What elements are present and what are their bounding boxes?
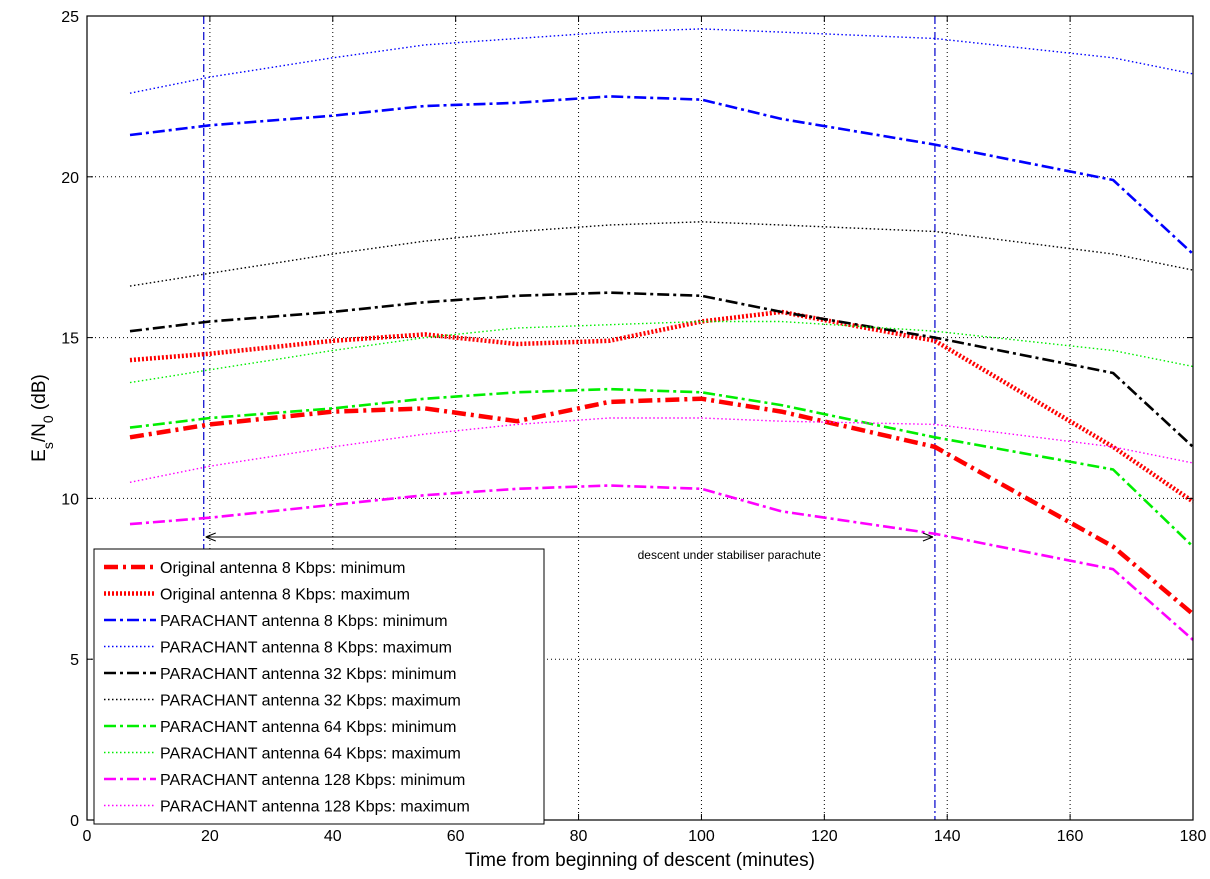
series-line-4 bbox=[129, 28, 1194, 94]
y-tick-label: 15 bbox=[61, 331, 79, 348]
legend-label: PARACHANT antenna 8 Kbps: maximum bbox=[160, 640, 452, 657]
legend-label: PARACHANT antenna 64 Kbps: maximum bbox=[160, 746, 461, 763]
x-tick-label: 100 bbox=[688, 828, 715, 845]
series-line-6 bbox=[129, 221, 1194, 287]
x-tick-label: 140 bbox=[934, 828, 961, 845]
y-tick-label: 5 bbox=[70, 652, 79, 669]
series-line-1 bbox=[129, 396, 1195, 616]
annotation-arrowhead-left bbox=[205, 532, 216, 542]
x-axis-label: Time from beginning of descent (minutes) bbox=[465, 850, 815, 871]
legend-box bbox=[93, 548, 545, 825]
y-axis-label-subscript: s bbox=[40, 442, 56, 449]
series-line-7 bbox=[129, 387, 1194, 548]
x-tick-label: 180 bbox=[1180, 828, 1207, 845]
y-axis-label-subscript: 0 bbox=[40, 415, 56, 423]
x-tick-label: 160 bbox=[1057, 828, 1084, 845]
y-axis-label-part: (dB) bbox=[29, 374, 50, 415]
y-tick-label: 10 bbox=[61, 491, 79, 508]
legend-label: PARACHANT antenna 32 Kbps: minimum bbox=[160, 666, 456, 683]
y-axis-label: Es/N0 (dB) bbox=[29, 374, 56, 462]
series-line-2 bbox=[129, 309, 1195, 504]
series-line-10 bbox=[129, 417, 1194, 483]
x-tick-label: 120 bbox=[811, 828, 838, 845]
legend: Original antenna 8 Kbps: minimum Original… bbox=[93, 548, 545, 825]
legend-label: PARACHANT antenna 32 Kbps: maximum bbox=[160, 693, 461, 710]
legend-label: PARACHANT antenna 64 Kbps: minimum bbox=[160, 719, 456, 736]
legend-label: Original antenna 8 Kbps: minimum bbox=[160, 560, 405, 577]
y-tick-label: 25 bbox=[61, 9, 79, 26]
x-tick-label: 80 bbox=[570, 828, 588, 845]
legend-label: Original antenna 8 Kbps: maximum bbox=[160, 587, 410, 604]
legend-label: PARACHANT antenna 128 Kbps: maximum bbox=[160, 799, 470, 816]
y-tick-label: 0 bbox=[70, 813, 79, 830]
y-axis-label-part: /N bbox=[29, 423, 50, 442]
x-tick-label: 20 bbox=[201, 828, 219, 845]
y-axis-label-part: E bbox=[29, 449, 50, 462]
x-tick-label: 0 bbox=[83, 828, 92, 845]
legend-label: PARACHANT antenna 128 Kbps: minimum bbox=[160, 772, 465, 789]
series-line-8 bbox=[129, 320, 1194, 384]
annotation-text: descent under stabiliser parachute bbox=[638, 548, 822, 562]
legend-label: PARACHANT antenna 8 Kbps: minimum bbox=[160, 613, 448, 630]
axes-box bbox=[86, 15, 1194, 821]
series-line-9 bbox=[129, 484, 1194, 641]
y-tick-label: 20 bbox=[61, 170, 79, 187]
series-line-5 bbox=[129, 291, 1194, 448]
x-tick-label: 60 bbox=[447, 828, 465, 845]
annotation-arrowhead-right bbox=[922, 532, 934, 542]
x-tick-label: 40 bbox=[324, 828, 342, 845]
series-line-3 bbox=[129, 95, 1194, 255]
